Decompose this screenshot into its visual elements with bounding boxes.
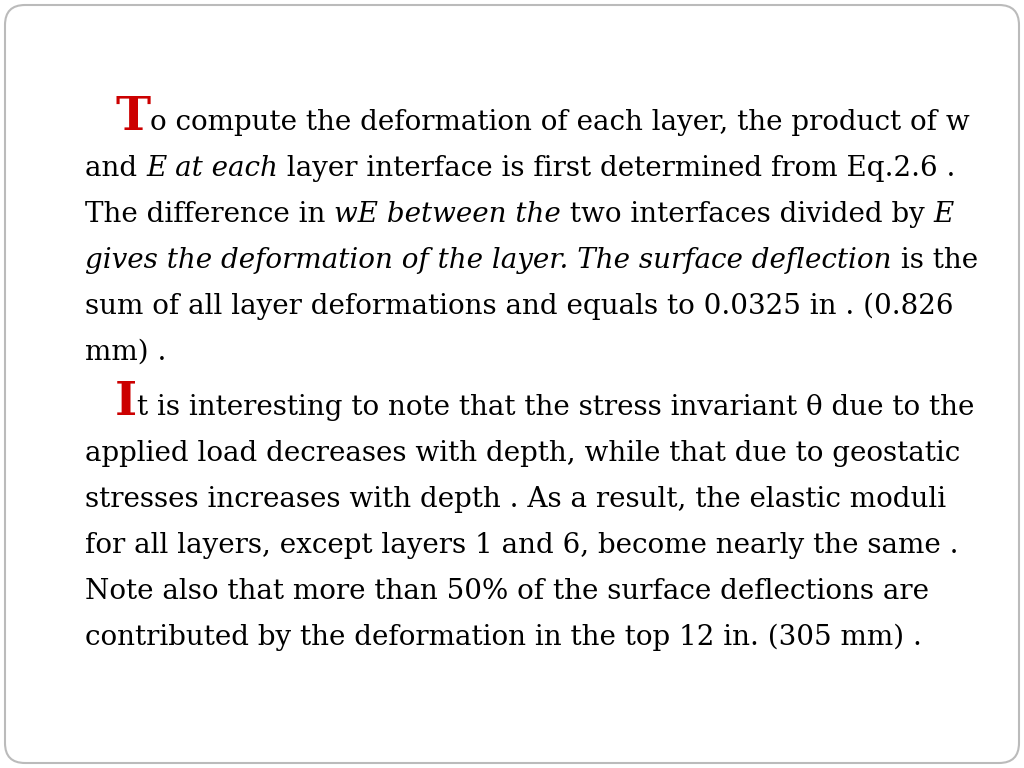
Text: E at each: E at each <box>146 155 278 182</box>
Text: and: and <box>85 155 146 182</box>
Text: applied load decreases with depth, while that due to geostatic: applied load decreases with depth, while… <box>85 440 961 467</box>
Text: wE between the: wE between the <box>334 201 561 228</box>
Text: I: I <box>115 379 137 425</box>
Text: The difference in: The difference in <box>85 201 334 228</box>
Text: o compute the deformation of each layer, the product of w: o compute the deformation of each layer,… <box>151 109 970 136</box>
Text: two interfaces divided by: two interfaces divided by <box>561 201 934 228</box>
Text: is the: is the <box>892 247 978 274</box>
Text: contributed by the deformation in the top 12 in. (305 mm) .: contributed by the deformation in the to… <box>85 624 922 651</box>
Text: t is interesting to note that the stress invariant θ due to the: t is interesting to note that the stress… <box>137 394 975 421</box>
Text: stresses increases with depth . As a result, the elastic moduli: stresses increases with depth . As a res… <box>85 486 946 513</box>
Text: sum of all layer deformations and equals to 0.0325 in . (0.826: sum of all layer deformations and equals… <box>85 293 953 320</box>
Text: E: E <box>934 201 954 228</box>
FancyBboxPatch shape <box>5 5 1019 763</box>
Text: for all layers, except layers 1 and 6, become nearly the same .: for all layers, except layers 1 and 6, b… <box>85 532 958 559</box>
Text: T: T <box>115 94 151 140</box>
Text: layer interface is first determined from Eq.2.6 .: layer interface is first determined from… <box>278 155 955 182</box>
Text: Note also that more than 50% of the surface deflections are: Note also that more than 50% of the surf… <box>85 578 929 605</box>
Text: gives the deformation of the layer. The surface deflection: gives the deformation of the layer. The … <box>85 247 892 274</box>
Text: mm) .: mm) . <box>85 339 166 366</box>
